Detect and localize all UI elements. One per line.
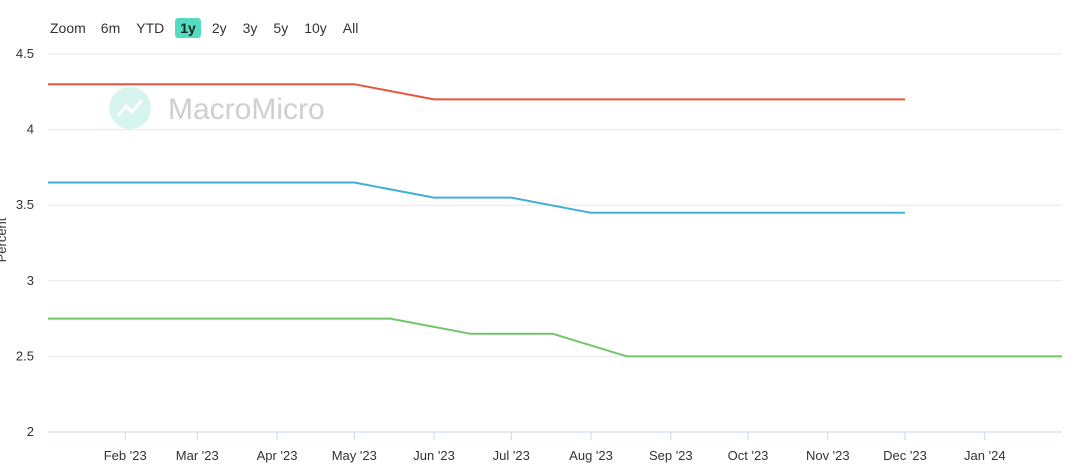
zoom-2y-button[interactable]: 2y	[211, 20, 227, 36]
zoom-bar: Zoom 6m YTD 1y 2y 3y 5y 10y All	[50, 17, 369, 39]
y-tick-label: 3.5	[16, 197, 34, 212]
y-tick-label: 4	[27, 122, 34, 137]
watermark-text: MacroMicro	[168, 93, 325, 126]
watermark: MacroMicro	[109, 87, 325, 129]
x-tick-label: Jan '24	[964, 448, 1006, 463]
x-tick-label: Jun '23	[413, 448, 455, 463]
x-tick-label: Dec '23	[883, 448, 927, 463]
zoom-1y-button[interactable]: 1y	[175, 18, 201, 38]
zoom-all-button[interactable]: All	[342, 20, 359, 36]
zoom-10y-button[interactable]: 10y	[304, 20, 327, 36]
axes: Percent 2 2.5 3 3.5 4 4.5 Feb '23 Mar '23 Apr '2…	[0, 46, 1006, 463]
y-tick-label: 2	[27, 424, 34, 439]
zoom-ytd-button[interactable]: YTD	[136, 20, 165, 36]
x-tick-label: Aug '23	[569, 448, 613, 463]
series-line-2	[48, 181, 905, 214]
zoom-label: Zoom	[50, 20, 86, 36]
zoom-3y-button[interactable]: 3y	[242, 20, 258, 36]
x-tick-label: Sep '23	[649, 448, 693, 463]
zoom-6m-button[interactable]: 6m	[100, 20, 121, 36]
series-line-1	[48, 83, 905, 101]
x-tick-label: Jul '23	[493, 448, 530, 463]
x-tick-label: Oct '23	[728, 448, 769, 463]
series-line-3	[48, 317, 1062, 358]
x-tick-label: May '23	[332, 448, 377, 463]
y-tick-label: 2.5	[16, 348, 34, 363]
logo-trend-icon	[116, 99, 144, 117]
x-tick-label: Mar '23	[176, 448, 219, 463]
series-lines	[48, 83, 1062, 358]
x-tick-label: Nov '23	[806, 448, 850, 463]
y-tick-label: 4.5	[16, 46, 34, 61]
x-tick-label: Feb '23	[104, 448, 147, 463]
y-axis-label: Percent	[0, 217, 9, 262]
y-tick-label: 3	[27, 273, 34, 288]
x-tick-label: Apr '23	[257, 448, 298, 463]
zoom-5y-button[interactable]: 5y	[273, 20, 289, 36]
